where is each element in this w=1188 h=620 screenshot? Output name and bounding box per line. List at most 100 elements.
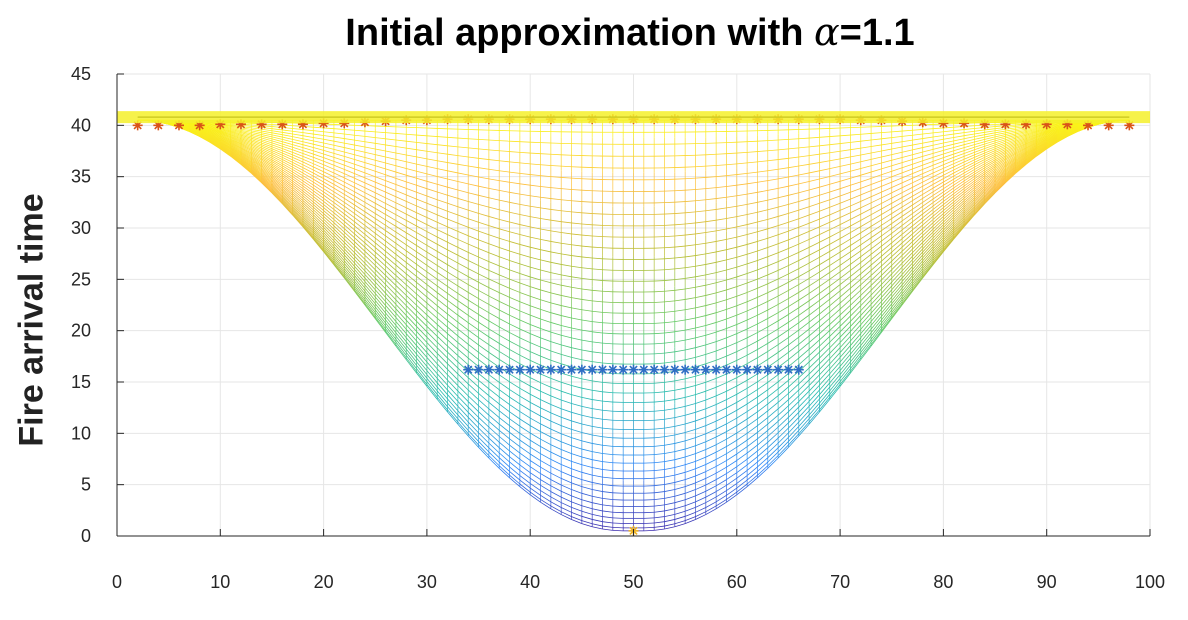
surface-contour-segment [974,173,985,182]
surface-contour-segment [519,244,531,248]
surface-contour-segment [943,166,954,173]
surface-contour-segment [499,150,510,152]
surface-contour-segment [850,213,861,220]
surface-contour-segment [819,285,831,294]
surface-contour-segment [953,188,965,197]
surface-contour-segment [478,314,490,322]
surface-contour-segment [746,323,758,330]
surface-contour-segment [736,282,748,288]
surface-contour-segment [592,213,603,215]
surface-contour-segment [901,248,913,260]
surface-contour-segment [282,191,293,202]
surface-contour-segment [271,164,283,173]
surface-contour-segment [488,206,500,211]
surface-contour-segment [261,147,273,153]
surface-contour-segment [498,382,510,390]
surface-contour-segment [323,247,335,261]
surface-contour-segment [871,144,882,147]
surface-contour-segment [292,199,304,210]
surface-contour-segment [922,234,934,246]
surface-contour-segment [374,289,386,302]
surface-contour-segment [437,236,448,243]
surface-contour-segment [426,284,438,293]
surface-contour-segment [695,264,706,267]
surface-contour-segment [457,172,469,176]
surface-contour-segment [385,230,397,239]
surface-contour-segment [468,243,479,249]
surface-contour-segment [209,131,221,137]
surface-contour-segment [767,312,779,319]
surface-contour-segment [1025,142,1037,149]
surface-contour-segment [881,192,892,199]
surface-contour-segment [819,358,831,370]
surface-contour-segment [436,341,448,353]
surface-contour-segment [654,491,665,494]
surface-contour-segment [468,235,479,241]
surface-contour-segment [385,288,397,301]
surface-contour-segment [881,165,892,170]
surface-contour-segment [974,134,985,138]
surface-contour-segment [395,264,407,275]
surface-contour-segment [405,357,417,372]
surface-contour-segment [592,526,603,530]
surface-contour-segment [271,187,283,198]
surface-contour-segment [808,394,820,407]
surface-contour-segment [457,335,469,345]
surface-contour-segment [375,202,386,210]
surface-contour-segment [716,186,727,189]
surface-contour-segment [746,278,758,284]
surface-contour-segment [416,170,428,175]
surface-contour-segment [881,293,893,306]
surface-contour-segment [478,203,489,208]
surface-contour-segment [519,432,531,441]
surface-contour-segment [602,280,613,282]
surface-contour-segment [974,165,985,173]
surface-contour-segment [209,132,221,137]
surface-contour-segment [767,197,779,201]
surface-contour-segment [746,432,758,441]
surface-contour-segment [664,268,675,271]
surface-contour-segment [726,446,738,455]
surface-contour-segment [271,188,283,200]
surface-contour-segment [850,310,862,322]
surface-contour-segment [726,432,738,440]
surface-contour-segment [736,354,748,361]
surface-contour-segment [364,182,376,188]
surface-contour-segment [333,136,345,139]
surface-contour-segment [374,277,386,290]
surface-contour-segment [385,162,397,167]
surface-contour-segment [1025,147,1037,155]
surface-contour-segment [313,206,324,217]
surface-contour-segment [581,299,593,302]
surface-contour-segment [374,273,386,285]
surface-contour-segment [457,285,469,293]
surface-contour-segment [426,342,438,354]
surface-contour-segment [860,259,872,269]
surface-contour-segment [695,381,706,386]
surface-contour-segment [881,148,892,152]
surface-contour-segment [467,430,479,442]
surface-contour-segment [1036,140,1047,147]
surface-contour-segment [819,229,830,235]
surface-contour-segment [943,221,955,233]
chart-title: Initial approximation with α=1.1 [345,10,915,54]
surface-contour-segment [767,149,779,152]
surface-contour-segment [209,135,221,141]
surface-contour-segment [509,418,521,427]
surface-contour-segment [312,235,324,248]
surface-contour-segment [364,216,376,224]
surface-contour-segment [333,164,345,170]
surface-contour-segment [343,268,355,282]
surface-contour-segment [302,193,314,203]
surface-contour-segment [757,441,769,452]
surface-contour-segment [550,165,562,167]
surface-contour-segment [251,134,262,139]
surface-contour-segment [685,337,696,341]
surface-contour-segment [509,211,520,215]
surface-contour-segment [829,135,841,137]
surface-contour-segment [530,324,541,329]
surface-contour-segment [251,168,262,179]
surface-contour-segment [788,406,800,418]
surface-contour-segment [240,150,252,157]
surface-contour-segment [209,135,221,142]
